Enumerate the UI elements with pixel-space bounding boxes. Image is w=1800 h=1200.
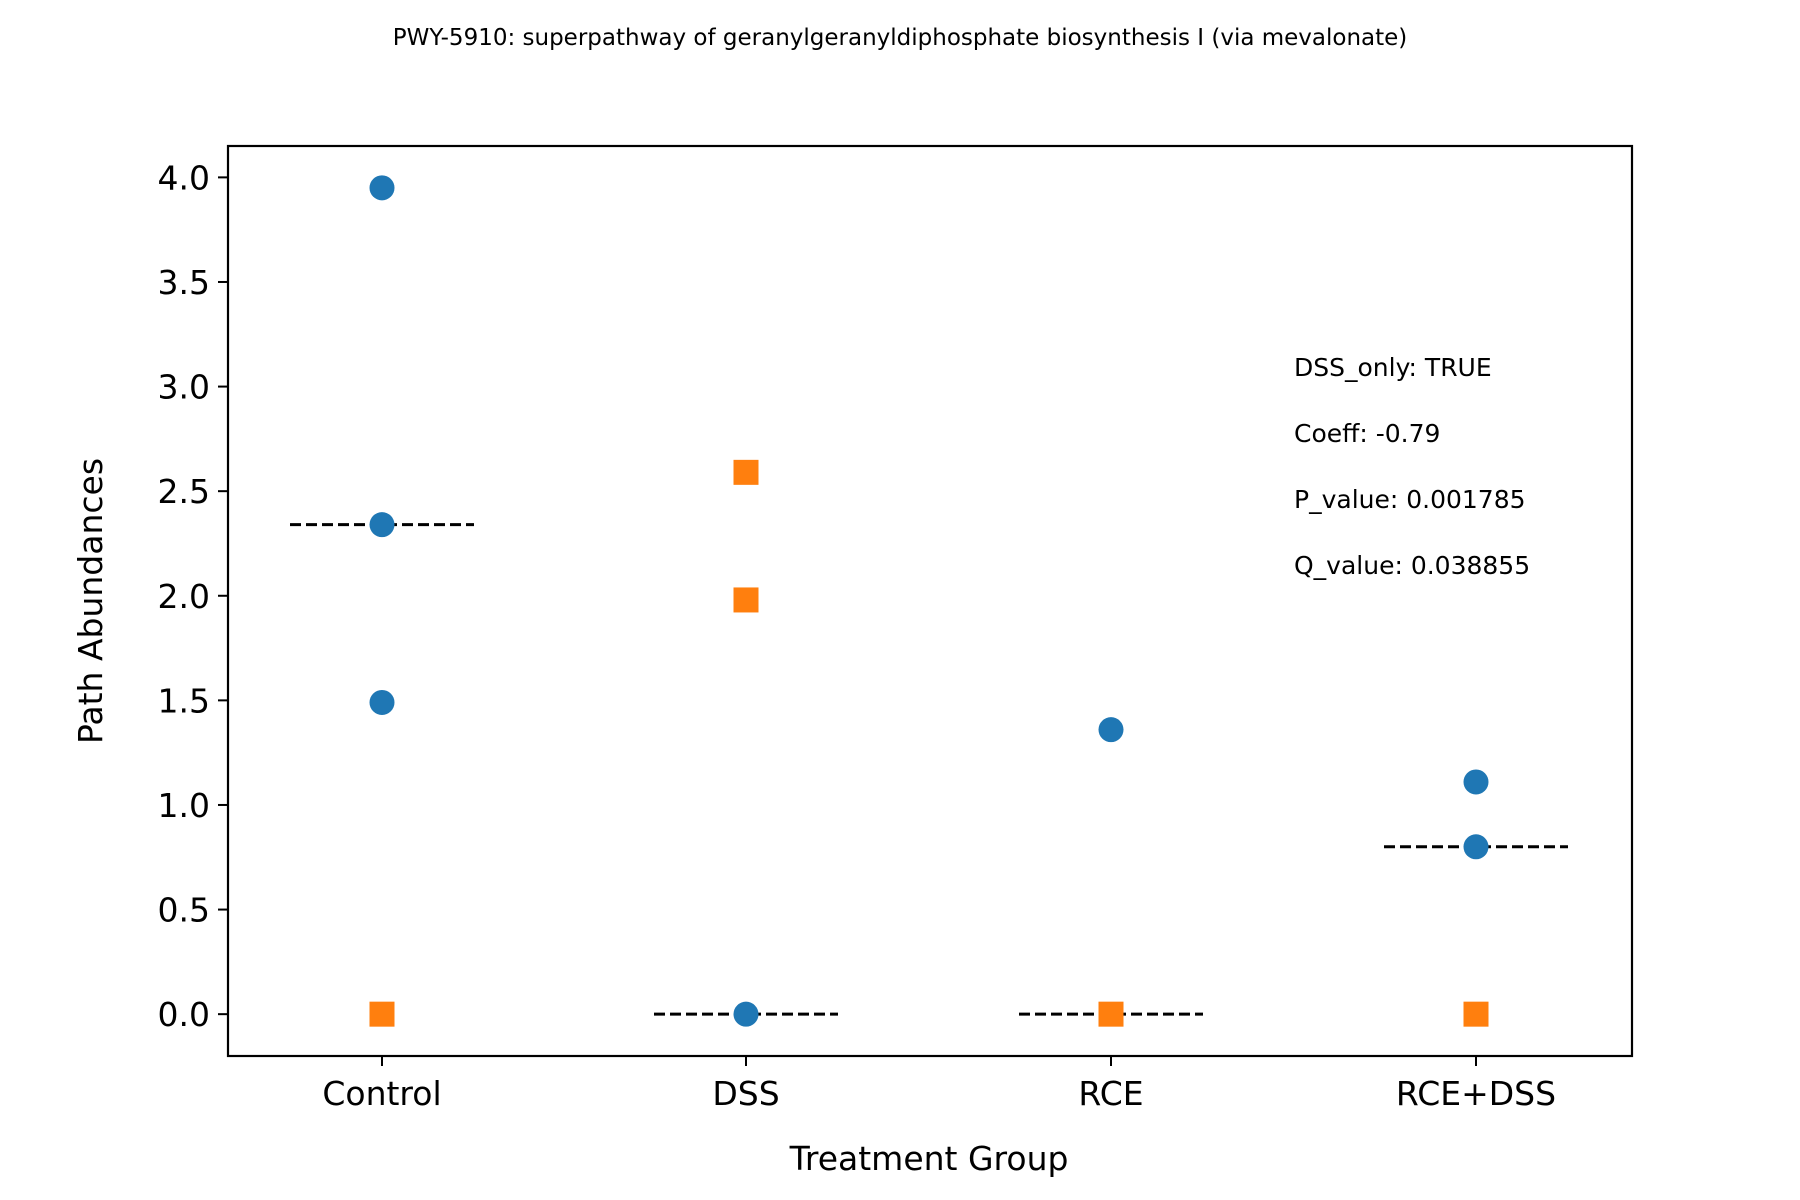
stats-annotation: DSS_only: TRUE Coeff: -0.79 P_value: 0.0… <box>1294 353 1530 580</box>
x-tick-label: Control <box>322 1074 441 1113</box>
data-point-circle <box>369 512 395 538</box>
data-point-circle <box>1463 769 1489 795</box>
y-tick-label: 3.0 <box>158 368 210 407</box>
data-point-circle <box>369 689 395 715</box>
stat-p-value: P_value: 0.001785 <box>1294 485 1526 514</box>
data-point-circle <box>1463 834 1489 860</box>
plot-frame <box>226 144 1634 1058</box>
y-axis-label: Path Abundances <box>71 458 110 744</box>
stat-dss-only: DSS_only: TRUE <box>1294 353 1492 382</box>
data-point-circle <box>369 175 395 201</box>
data-point-square <box>369 1001 395 1027</box>
x-tick-label: RCE <box>1078 1074 1143 1113</box>
chart-title: PWY-5910: superpathway of geranylgeranyl… <box>393 25 1408 51</box>
data-point-square <box>733 459 759 485</box>
data-point-circle <box>733 1001 759 1027</box>
stat-coeff: Coeff: -0.79 <box>1294 419 1440 448</box>
y-tick-label: 1.5 <box>158 681 210 720</box>
plot-area: 0.0 0.5 1.0 1.5 2.0 2.5 3.0 3.5 4.0 Control DSS RCE… <box>158 158 1568 1113</box>
y-tick-label: 0.5 <box>158 891 210 930</box>
data-point-square <box>1463 1001 1489 1027</box>
y-tick-label: 0.0 <box>158 995 210 1034</box>
x-axis-label: Treatment Group <box>789 1139 1069 1178</box>
data-point-circle <box>1098 717 1124 743</box>
x-tick-label: DSS <box>712 1074 779 1113</box>
y-tick-label: 3.5 <box>158 263 210 302</box>
x-tick-label: RCE+DSS <box>1396 1074 1556 1113</box>
y-tick-label: 2.5 <box>158 472 210 511</box>
y-tick-label: 1.0 <box>158 786 210 825</box>
stat-q-value: Q_value: 0.038855 <box>1294 551 1530 580</box>
y-tick-label: 2.0 <box>158 577 210 616</box>
y-tick-label: 4.0 <box>158 158 210 197</box>
data-point-square <box>1098 1001 1124 1027</box>
data-point-square <box>733 587 759 613</box>
